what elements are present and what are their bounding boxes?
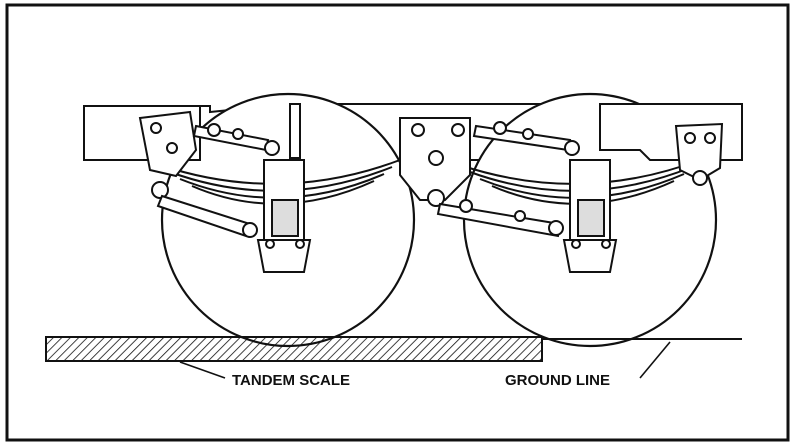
front-spring-hanger	[138, 110, 198, 199]
tandem-scale-label: TANDEM SCALE	[232, 372, 350, 389]
ground-line-leader	[639, 341, 671, 379]
tandem-scale-platform	[45, 336, 543, 362]
upper-torque-rod-left	[192, 123, 280, 156]
axle-seat-right	[562, 159, 618, 273]
tandem-scale-leader	[179, 361, 226, 379]
lower-torque-rod-left	[156, 194, 258, 238]
upper-torque-rod-right	[472, 121, 580, 156]
figure-border	[5, 3, 790, 442]
ground-line-label: GROUND LINE	[505, 372, 610, 389]
axle-seat-left	[256, 159, 312, 273]
lower-torque-rod-right	[436, 199, 564, 238]
equalizer-bracket	[399, 117, 471, 207]
rear-spring-hanger	[674, 122, 724, 186]
